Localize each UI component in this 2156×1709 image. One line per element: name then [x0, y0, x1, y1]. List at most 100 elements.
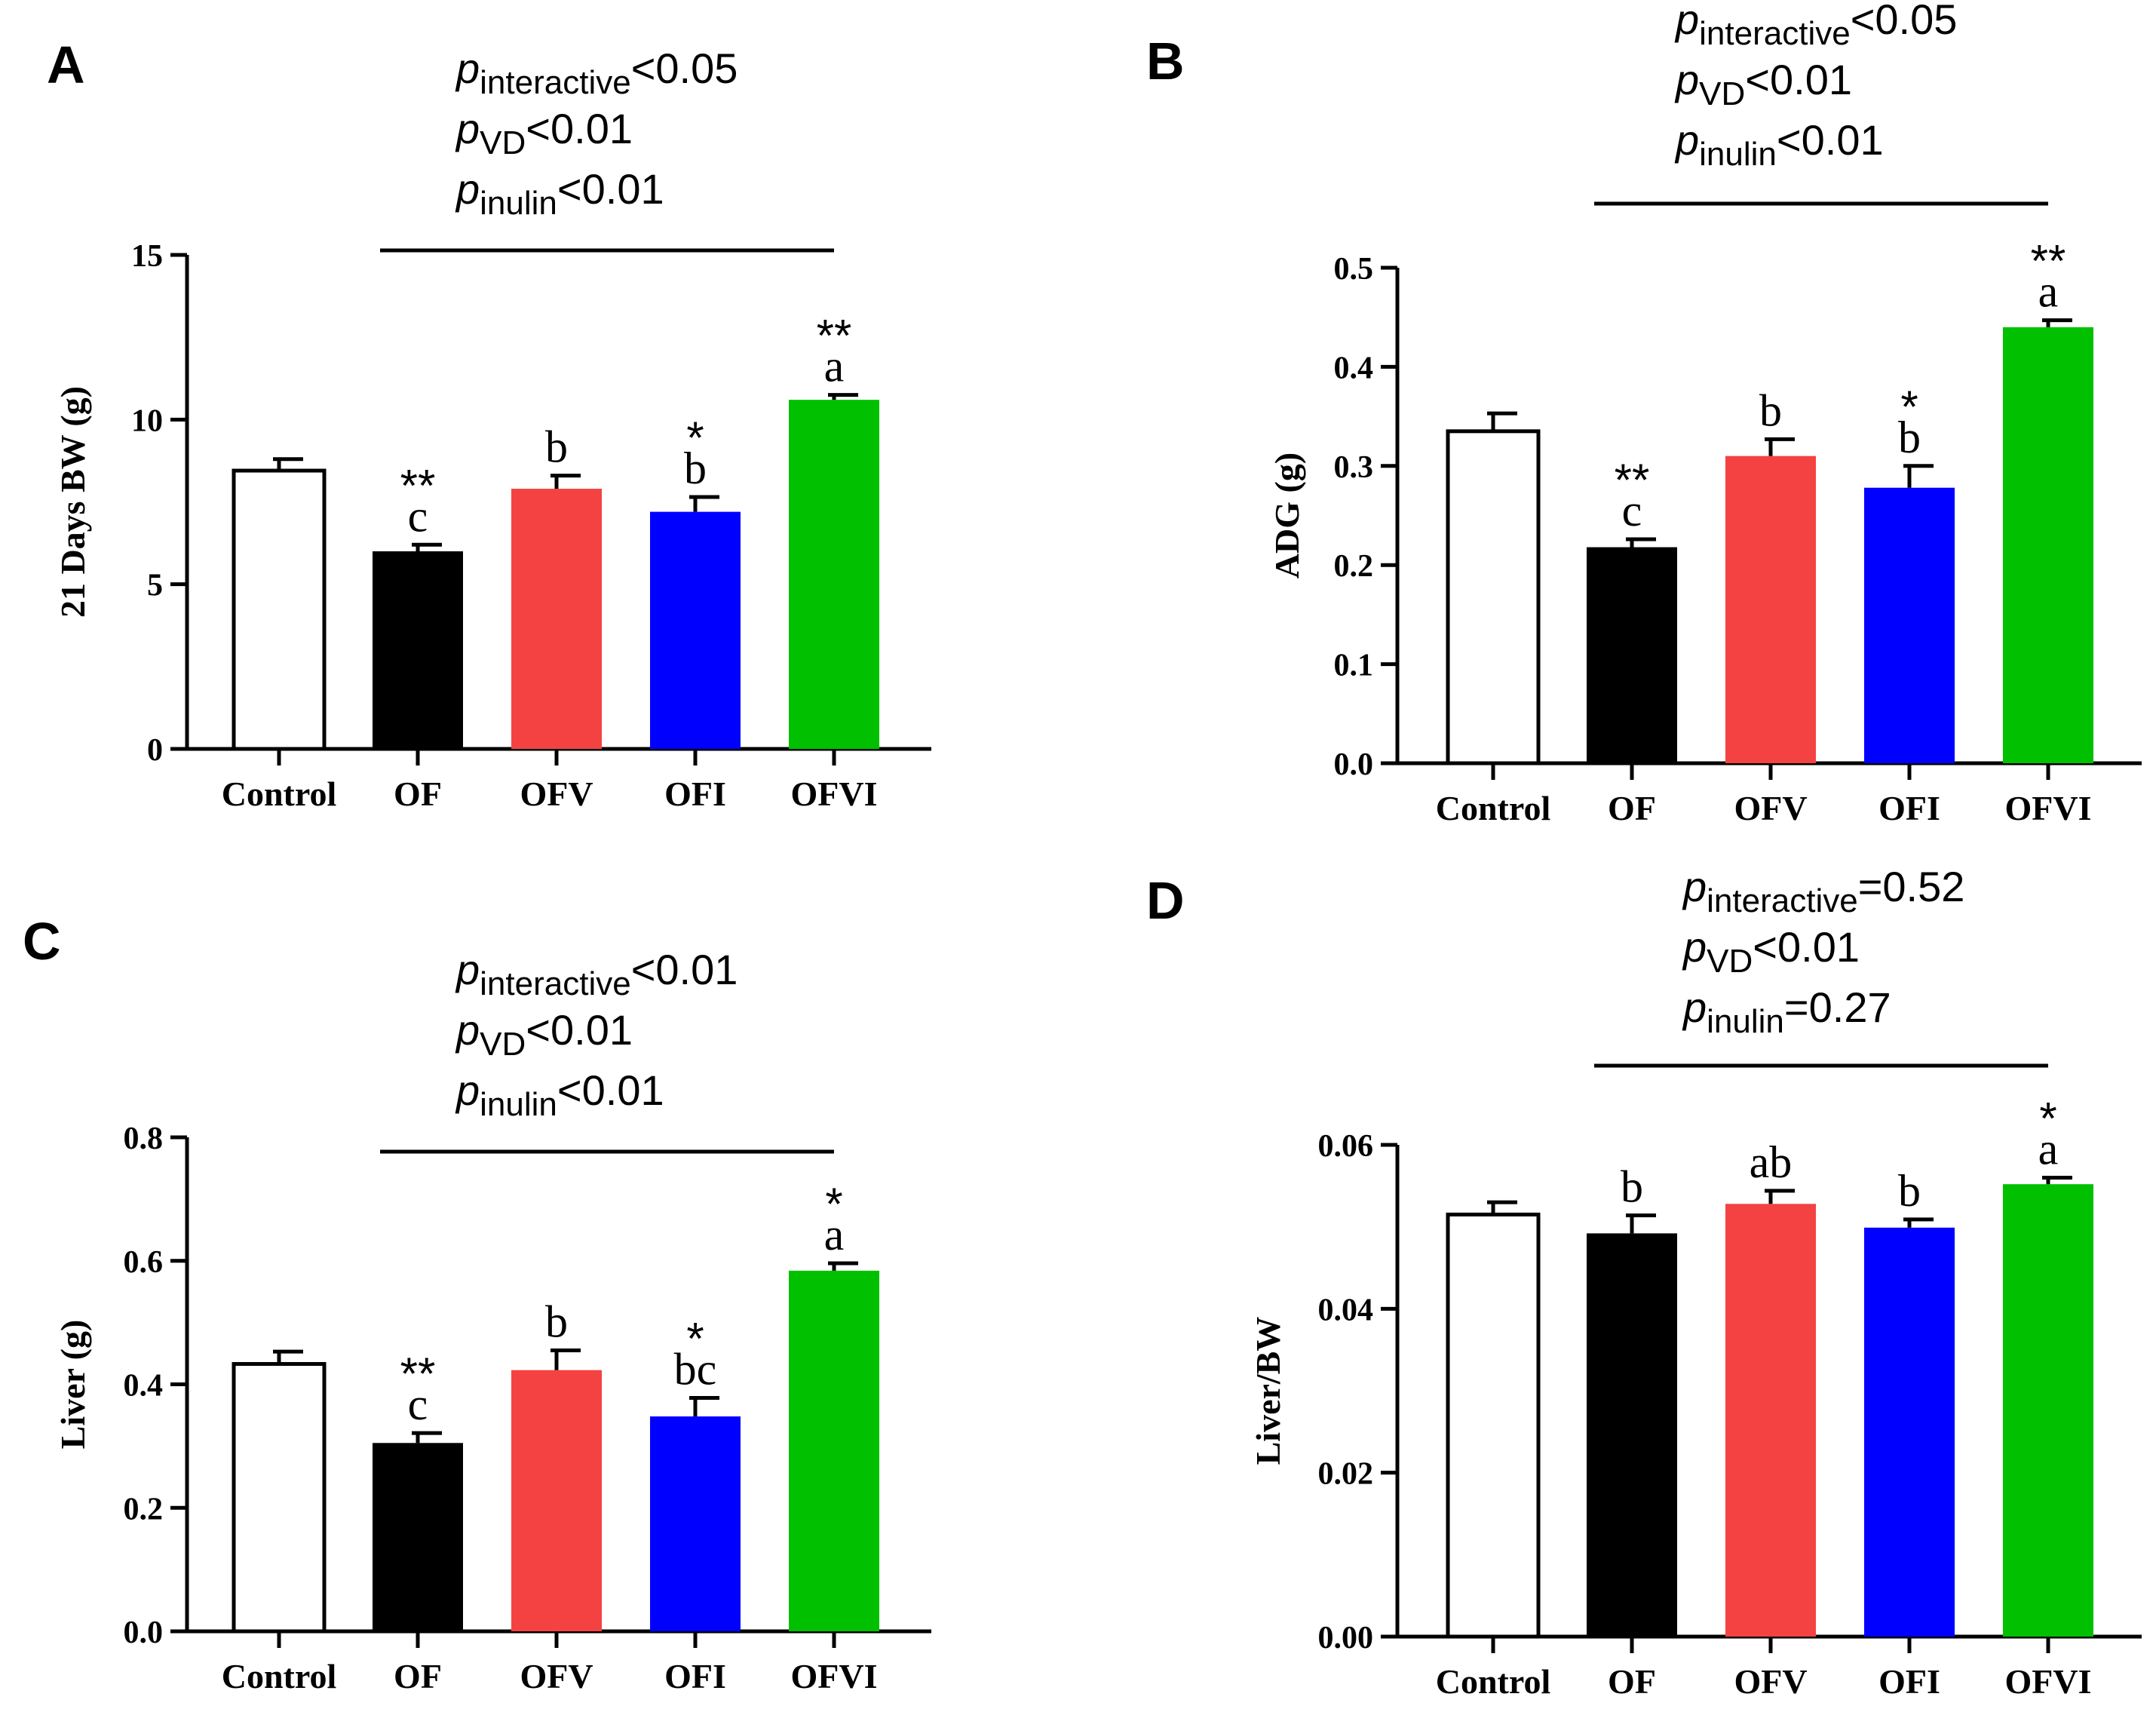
p-subscript: inulin [480, 185, 557, 222]
y-tick-label: 0.1 [1334, 649, 1374, 683]
p-comparison: <0.01 [1777, 116, 1884, 164]
p-comparison: <0.05 [1851, 0, 1958, 43]
p-subscript: VD [1699, 75, 1745, 112]
bar-of [1587, 547, 1677, 763]
y-axis-label: Liver (g) [54, 1320, 92, 1450]
group-letter: b [545, 1296, 568, 1346]
p-value-interactive: pinteractive<0.01 [455, 946, 738, 1002]
y-tick-label: 0 [147, 733, 163, 768]
bar-of [1587, 1233, 1677, 1637]
y-tick-label: 10 [131, 403, 163, 438]
y-tick-label: 0.3 [1334, 450, 1374, 485]
x-tick-label-ofi: OFI [664, 1657, 726, 1695]
y-tick-label: 0.2 [124, 1492, 164, 1526]
y-tick-label: 5 [147, 569, 163, 603]
p-comparison: <0.01 [1745, 56, 1852, 103]
p-symbol: p [455, 44, 480, 92]
y-tick-label: 0.8 [124, 1121, 164, 1156]
p-value-interactive: pinteractive=0.52 [1682, 863, 1964, 919]
p-comparison: <0.01 [557, 1066, 664, 1114]
y-tick-label: 0.5 [1334, 252, 1374, 287]
p-comparison: <0.01 [526, 1006, 633, 1054]
p-comparison: <0.05 [631, 44, 738, 92]
group-letter: a [824, 1210, 845, 1260]
significance-stars: ** [817, 311, 852, 361]
y-tick-label: 0.06 [1318, 1129, 1374, 1164]
p-subscript: interactive [480, 64, 631, 101]
p-symbol: p [455, 1006, 480, 1054]
p-value-VD: pVD<0.01 [455, 105, 633, 161]
group-letter: c [1622, 486, 1642, 535]
bar-ofv [1725, 1204, 1816, 1637]
bar-ofi [650, 1416, 741, 1631]
p-value-inulin: pinulin<0.01 [1674, 116, 1884, 173]
y-axis-label: ADG (g) [1268, 453, 1306, 578]
group-letter: b [545, 422, 568, 472]
bar-control [232, 1361, 327, 1634]
p-comparison: <0.01 [631, 946, 738, 993]
x-tick-label-of: OF [1608, 1662, 1656, 1701]
panel-letter: B [1146, 32, 1185, 91]
x-tick-label-control: Control [1436, 789, 1551, 827]
bar-of [373, 1443, 463, 1631]
p-subscript: VD [1707, 943, 1753, 980]
x-tick-label-control: Control [222, 1657, 337, 1695]
bar-ofv [1725, 456, 1816, 763]
p-comparison: <0.01 [526, 105, 633, 152]
p-symbol: p [1682, 983, 1707, 1031]
p-symbol: p [1682, 923, 1707, 971]
y-tick-label: 15 [131, 239, 163, 274]
x-tick-label-ofvi: OFVI [791, 775, 878, 813]
y-tick-label: 0.2 [1334, 549, 1374, 584]
p-value-interactive: pinteractive<0.05 [1674, 0, 1957, 52]
group-letter: a [2038, 1124, 2059, 1174]
bar-ofvi [789, 400, 879, 749]
y-tick-label: 0.4 [124, 1369, 164, 1404]
panel-letter: C [23, 912, 61, 971]
x-tick-label-ofi: OFI [1878, 789, 1940, 827]
group-letter: a [2038, 267, 2059, 317]
bar-ofi [650, 511, 741, 749]
p-subscript: interactive [1707, 882, 1858, 919]
group-letter: b [1898, 413, 1921, 462]
p-comparison: <0.01 [557, 165, 664, 213]
p-comparison: <0.01 [1753, 923, 1860, 971]
x-tick-label-ofvi: OFVI [2005, 1662, 2092, 1701]
p-subscript: inulin [480, 1086, 557, 1123]
p-symbol: p [455, 105, 480, 152]
bar-ofvi [2003, 1184, 2093, 1637]
bar-ofi [1864, 487, 1955, 763]
x-tick-label-of: OF [394, 775, 442, 813]
group-letter: b [1898, 1166, 1921, 1216]
p-value-VD: pVD<0.01 [1674, 56, 1852, 112]
group-letter: ab [1750, 1137, 1793, 1187]
p-symbol: p [1682, 863, 1707, 910]
significance-stars: * [2039, 1093, 2056, 1143]
p-subscript: inulin [1707, 1003, 1784, 1040]
p-symbol: p [1674, 0, 1699, 43]
significance-stars: ** [1615, 455, 1650, 505]
p-value-inulin: pinulin=0.27 [1682, 983, 1891, 1040]
significance-stars: ** [2031, 236, 2066, 287]
panel-letter: D [1146, 871, 1185, 930]
group-letter: b [684, 443, 707, 493]
p-value-interactive: pinteractive<0.05 [455, 44, 738, 101]
group-letter: c [408, 491, 428, 541]
p-subscript: VD [480, 124, 526, 161]
p-comparison: =0.27 [1784, 983, 1891, 1031]
p-comparison: =0.52 [1858, 863, 1965, 910]
p-symbol: p [1674, 56, 1699, 103]
significance-stars: ** [400, 1348, 436, 1399]
y-tick-label: 0.4 [1334, 351, 1374, 385]
bar-control [1446, 1212, 1541, 1639]
y-tick-label: 0.04 [1318, 1293, 1374, 1327]
p-symbol: p [455, 1066, 480, 1114]
p-subscript: interactive [1699, 15, 1851, 52]
x-tick-label-ofvi: OFVI [791, 1657, 878, 1695]
bar-ofv [511, 1370, 602, 1631]
significance-stars: * [686, 413, 704, 463]
